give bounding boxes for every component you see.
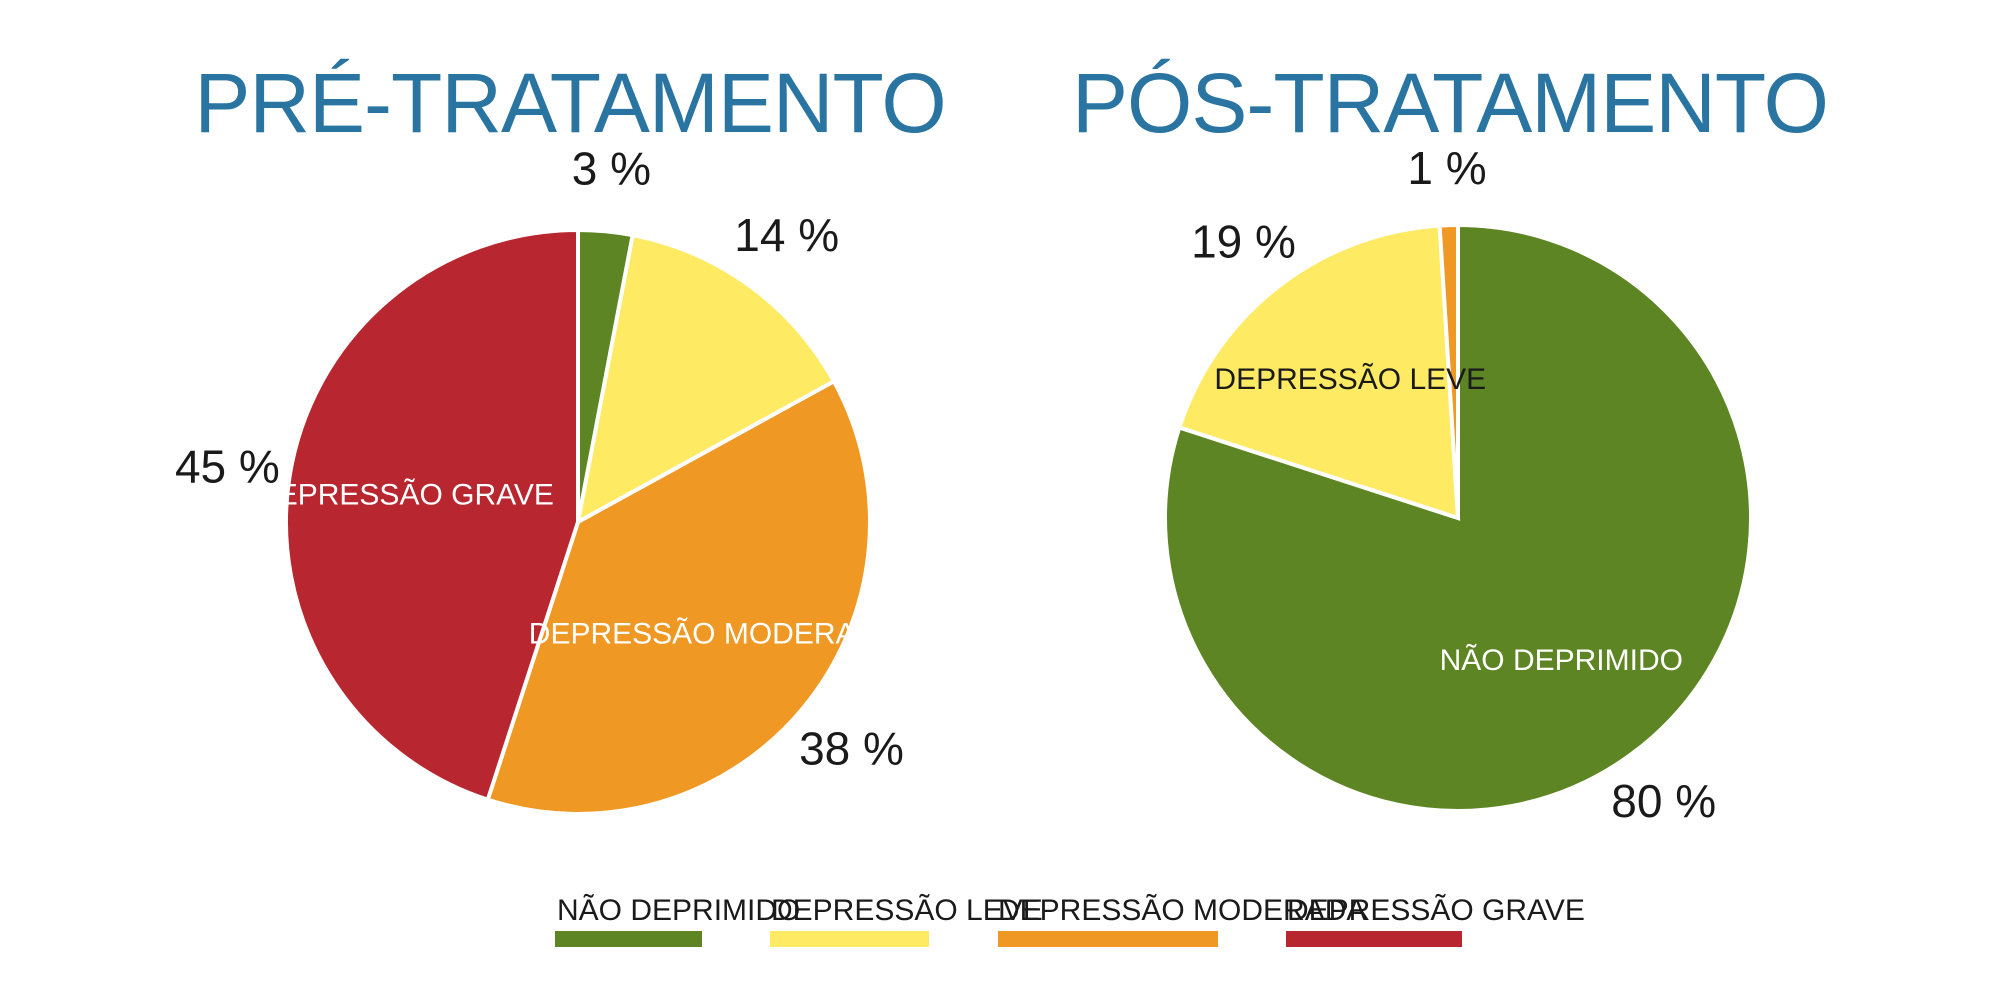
pie-slice-depressao-leve [1176, 223, 1461, 521]
slice-labels: 3 % 14 % 38 % DEPRESSÃO MODERADA 45 %DEPRESS… [175, 143, 904, 775]
legend-swatch-depressao-moderada [998, 931, 1218, 947]
legend-label: DEPRESSÃO MODERADA [998, 893, 1366, 927]
legend-item-depressao-moderada: DEPRESSÃO MODERADA [998, 893, 1366, 947]
pre-treatment-pie: 3 % 14 % 38 % DEPRESSÃO MODERADA 45 %DEPRESS… [175, 143, 904, 816]
legend-label: DEPRESSÃO GRAVE [1287, 893, 1585, 927]
legend-item-depressao-grave: DEPRESSÃO GRAVE [1286, 893, 1585, 947]
slice-category-label: DEPRESSÃO MODERADA [529, 617, 897, 651]
slice-value-label: 3 % [572, 143, 651, 195]
slice-labels: 80 % NÃO DEPRIMIDO 19 % DEPRESSÃO LEVE 1 % [1191, 142, 1716, 827]
legend-swatch-nao-deprimido [555, 931, 702, 947]
slice-value-label: 38 % [799, 722, 904, 774]
pie-slice-depressao-moderada [1437, 222, 1460, 519]
pie-slice-depressao-moderada [485, 378, 872, 816]
legend-label: DEPRESSÃO LEVE [771, 893, 1043, 927]
slice-value-label: 14 % [734, 209, 839, 261]
slice-value-label: 80 % [1611, 775, 1716, 827]
pre-treatment-chart: PRÉ-TRATAMENTO 3 % 14 % 38 % DEPRESSÃO MODE… [175, 56, 947, 816]
legend-swatch-depressao-leve [770, 931, 929, 947]
legend-item-depressao-leve: DEPRESSÃO LEVE [770, 893, 1043, 947]
legend-item-nao-deprimido: NÃO DEPRIMIDO [555, 893, 800, 947]
slice-value-label: 1 % [1407, 142, 1486, 194]
legend: NÃO DEPRIMIDO DEPRESSÃO LEVE DEPRESSÃO M… [555, 893, 1585, 947]
slice-value-label: 19 % [1191, 215, 1296, 267]
post-treatment-title: PÓS-TRATAMENTO [1072, 56, 1828, 150]
slice-value-label: 45 % [175, 441, 280, 493]
slice-category-label: DEPRESSÃO LEVE [1214, 362, 1486, 396]
post-treatment-chart: PÓS-TRATAMENTO 80 % NÃO DEPRIMIDO 19 % DEPR… [1072, 56, 1829, 827]
post-treatment-pie: 80 % NÃO DEPRIMIDO 19 % DEPRESSÃO LEVE 1 % [1163, 142, 1753, 827]
slice-category-label: NÃO DEPRIMIDO [1440, 643, 1683, 677]
legend-swatch-depressao-grave [1286, 931, 1462, 947]
pre-treatment-title: PRÉ-TRATAMENTO [194, 56, 945, 150]
legend-label: NÃO DEPRIMIDO [557, 893, 800, 927]
pie-slice-depressao-leve [575, 232, 837, 526]
pie-slice-depressao-grave [284, 227, 580, 803]
slice-category-label: DEPRESSÃO GRAVE [256, 478, 554, 512]
